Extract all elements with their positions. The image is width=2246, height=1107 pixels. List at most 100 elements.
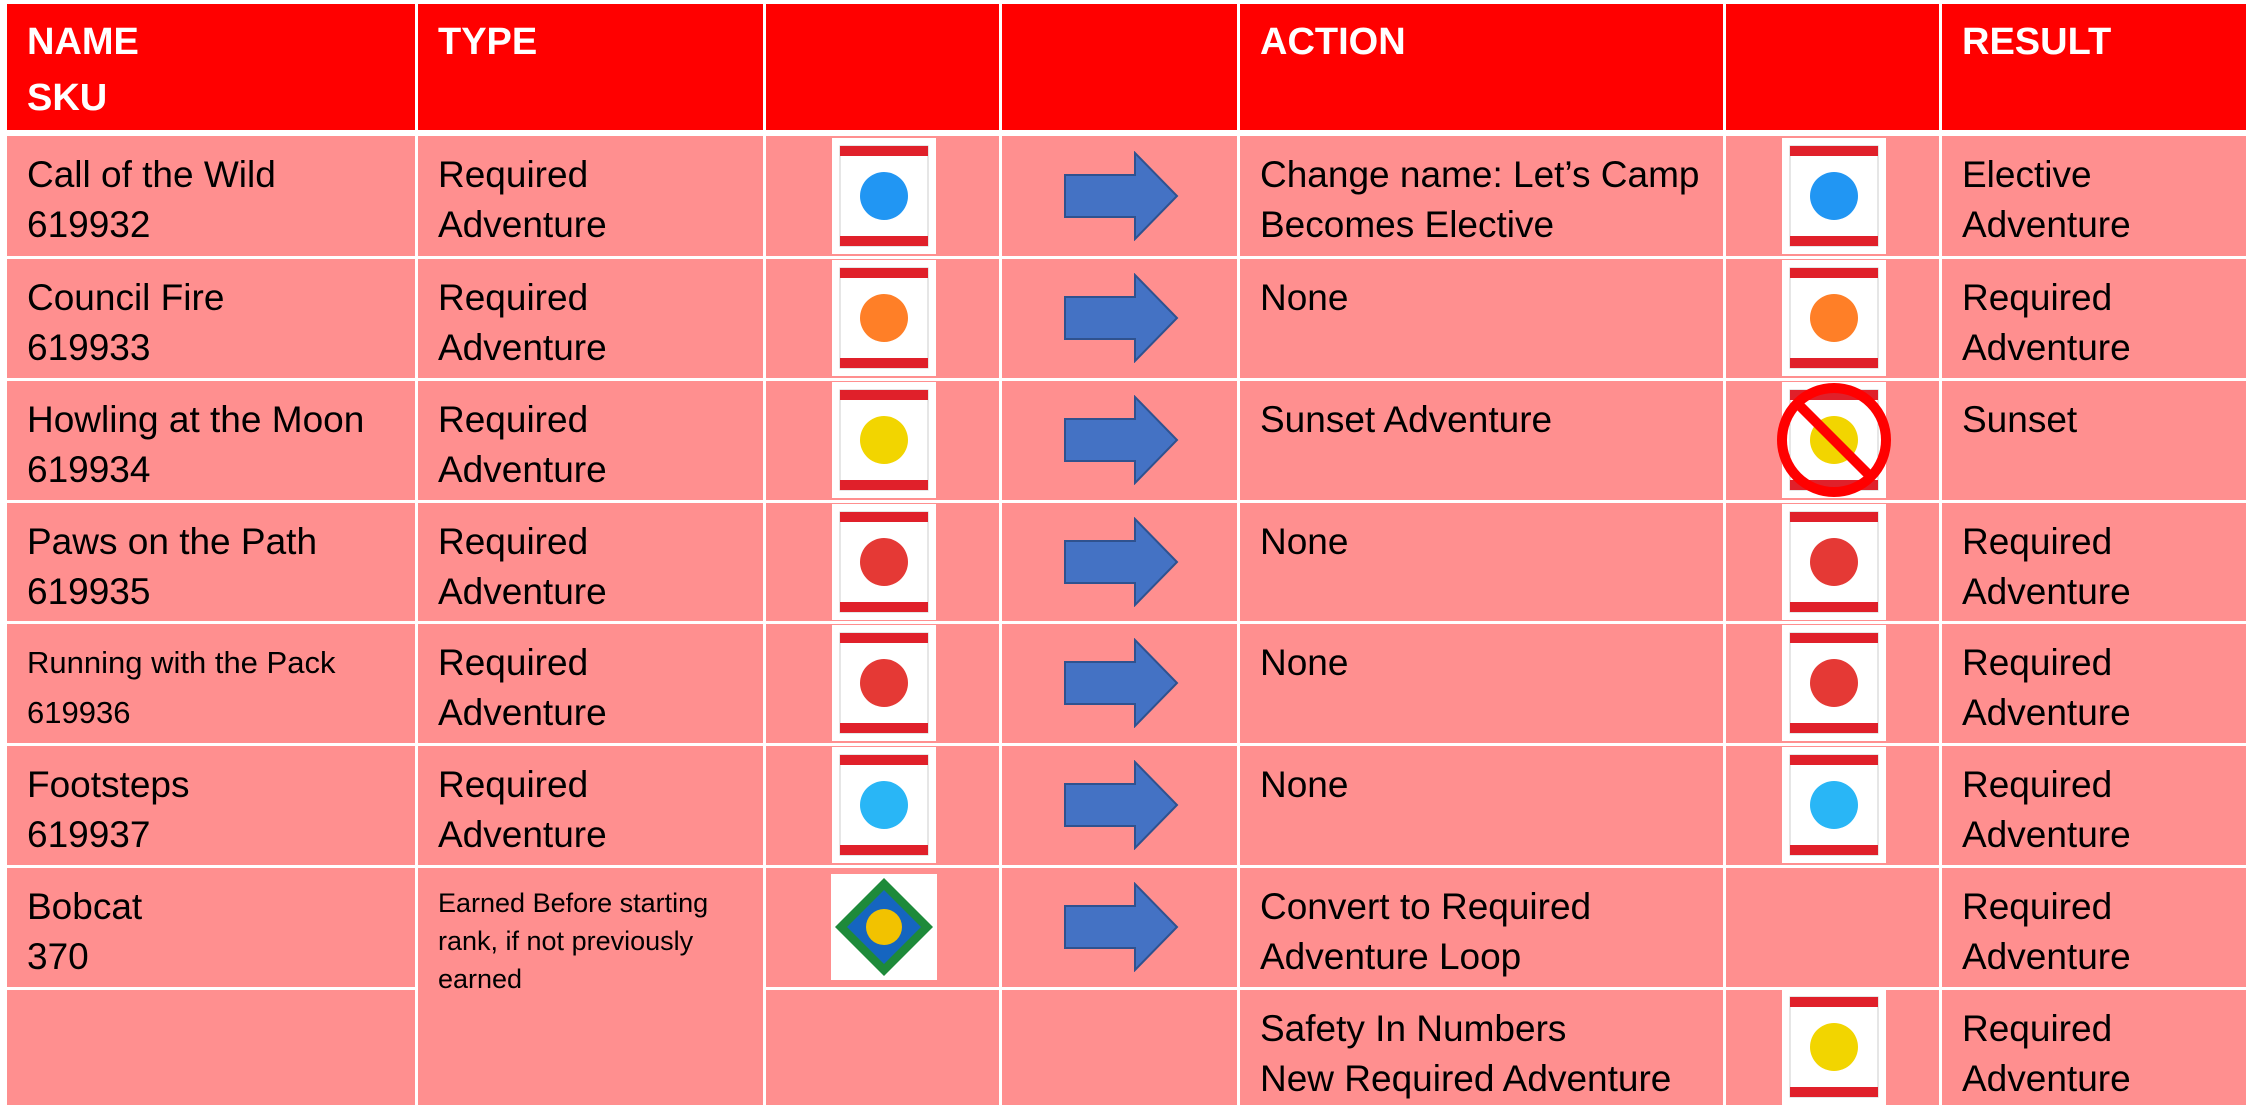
item-sku: 619934 <box>27 449 151 490</box>
arrow <box>1064 760 1179 850</box>
type-text: Adventure <box>438 449 607 490</box>
type-text: Adventure <box>438 204 607 245</box>
name-cell: Call of the Wild 619932 <box>7 136 415 256</box>
type-cell: Required Adventure <box>418 746 763 865</box>
item-name: Running with the Pack <box>27 645 336 680</box>
badge-icon <box>832 747 936 863</box>
badge-icon <box>832 625 936 741</box>
header-cell: TYPE <box>418 4 763 130</box>
badge-icon <box>1782 260 1886 376</box>
badge-icon <box>1774 867 1894 987</box>
type-cell: Required Adventure <box>418 259 763 378</box>
badge-icon <box>1782 137 1886 254</box>
item-name: Bobcat <box>27 886 143 927</box>
type-cell: Required Adventure <box>418 624 763 743</box>
header-type: TYPE <box>438 21 538 63</box>
action-cell: None <box>1240 624 1723 743</box>
type-text: earned <box>438 964 523 994</box>
type-text: Required <box>438 764 589 805</box>
arrow <box>1064 638 1179 728</box>
name-cell: Bobcat 370 <box>7 868 415 987</box>
name-cell: Howling at the Moon 619934 <box>7 381 415 500</box>
action-text: Sunset Adventure <box>1260 399 1553 440</box>
action-text: None <box>1260 521 1349 562</box>
action-text: Safety In Numbers <box>1260 1008 1567 1049</box>
result-icon-cell <box>1726 868 1939 987</box>
badge-icon <box>832 137 936 254</box>
type-text: Adventure <box>438 692 607 733</box>
result-text: Adventure <box>1962 571 2131 612</box>
item-name: Council Fire <box>27 277 225 318</box>
type-text: Required <box>438 521 589 562</box>
header-result: RESULT <box>1962 21 2112 63</box>
result-text: Required <box>1962 886 2113 927</box>
badge-icon <box>832 260 936 376</box>
action-cell: None <box>1240 503 1723 621</box>
badge-icon <box>1782 625 1886 741</box>
header-cell <box>766 4 999 130</box>
result-cell: Required Adventure <box>1942 624 2246 743</box>
result-text: Required <box>1962 642 2113 683</box>
result-text: Adventure <box>1962 692 2131 733</box>
item-sku: 619935 <box>27 571 151 612</box>
arrow <box>1064 395 1179 485</box>
action-text: Becomes Elective <box>1260 204 1555 245</box>
result-cell: Elective Adventure <box>1942 136 2246 256</box>
action-cell: None <box>1240 746 1723 865</box>
item-name: Footsteps <box>27 764 190 805</box>
action-cell: Safety In Numbers New Required Adventure <box>1240 990 1723 1105</box>
type-text: Required <box>438 277 589 318</box>
action-text: Change name: Let’s Camp <box>1260 154 1700 195</box>
result-text: Required <box>1962 277 2113 318</box>
item-name: Paws on the Path <box>27 521 318 562</box>
type-text: Adventure <box>438 814 607 855</box>
action-cell: Convert to Required Adventure Loop <box>1240 868 1723 987</box>
result-text: Adventure <box>1962 936 2131 977</box>
result-cell: Required Adventure <box>1942 868 2246 987</box>
action-cell: Change name: Let’s Camp Becomes Elective <box>1240 136 1723 256</box>
item-sku: 619933 <box>27 327 151 368</box>
header-sku: SKU <box>27 77 108 119</box>
header-cell <box>1002 4 1237 130</box>
action-text: None <box>1260 764 1349 805</box>
arrow-cell <box>1002 990 1237 1105</box>
arrow <box>1064 150 1179 241</box>
item-sku: 619932 <box>27 204 151 245</box>
badge-icon <box>1782 989 1886 1105</box>
bobcat-icon <box>831 874 937 980</box>
arrow <box>1064 516 1179 607</box>
header-cell: ACTION <box>1240 4 1723 130</box>
header-cell: RESULT <box>1942 4 2246 130</box>
result-cell: Sunset <box>1942 381 2246 500</box>
badge-icon <box>832 382 936 498</box>
badge-icon <box>1782 747 1886 863</box>
item-sku: 370 <box>27 936 89 977</box>
type-text: rank, if not previously <box>438 926 694 956</box>
result-text: Required <box>1962 521 2113 562</box>
action-text: Convert to Required <box>1260 886 1592 927</box>
header-action: ACTION <box>1260 21 1406 63</box>
type-text: Earned Before starting <box>438 888 709 918</box>
name-cell: Footsteps 619937 <box>7 746 415 865</box>
action-text: None <box>1260 642 1349 683</box>
item-name: Call of the Wild <box>27 154 276 195</box>
name-cell: Running with the Pack 619936 <box>7 624 415 743</box>
name-cell: Council Fire 619933 <box>7 259 415 378</box>
result-text: Required <box>1962 1008 2113 1049</box>
action-text: Adventure Loop <box>1260 936 1522 977</box>
result-cell: Required Adventure <box>1942 990 2246 1105</box>
result-text: Adventure <box>1962 814 2131 855</box>
result-text: Adventure <box>1962 1058 2131 1099</box>
header-cell <box>1726 4 1939 130</box>
name-cell <box>7 990 415 1105</box>
arrow <box>1064 882 1179 972</box>
result-cell: Required Adventure <box>1942 503 2246 621</box>
type-cell: Required Adventure <box>418 136 763 256</box>
action-text: None <box>1260 277 1349 318</box>
result-cell: Required Adventure <box>1942 746 2246 865</box>
action-cell: Sunset Adventure <box>1240 381 1723 500</box>
type-cell: Required Adventure <box>418 503 763 621</box>
badge-icon <box>1782 503 1886 620</box>
result-cell: Required Adventure <box>1942 259 2246 378</box>
type-text: Required <box>438 642 589 683</box>
